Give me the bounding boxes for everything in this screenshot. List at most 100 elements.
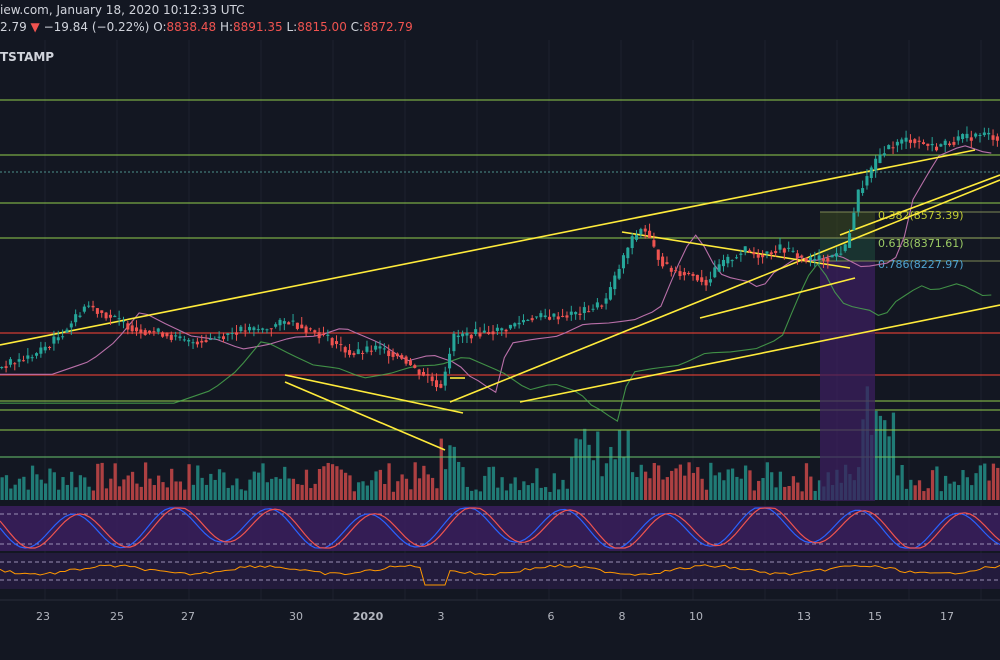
candle-body [904, 137, 908, 142]
volume-bar [878, 415, 883, 500]
volume-bar [970, 485, 974, 500]
candle-body [108, 314, 112, 318]
candle [756, 249, 760, 265]
candle-body [335, 341, 339, 345]
volume-bar [613, 459, 617, 500]
volume-bar [174, 481, 178, 500]
candle [348, 343, 352, 358]
candle [230, 327, 234, 340]
candle [956, 130, 960, 145]
low-value: 8815.00 [297, 20, 347, 34]
candle [261, 327, 265, 334]
candle [639, 227, 643, 238]
candle-body [465, 332, 469, 336]
candle-body [456, 335, 460, 338]
candle-body [95, 308, 99, 314]
volume-bar [339, 469, 343, 500]
volume-bar [483, 475, 487, 500]
candle-body [487, 332, 491, 334]
candle-body [982, 132, 986, 136]
candle-body [778, 244, 782, 250]
candle-body [313, 330, 317, 333]
candle-body [913, 139, 917, 144]
volume-bar [543, 487, 548, 500]
candle-body [856, 189, 860, 212]
volume-bar [400, 474, 404, 500]
candle [378, 340, 382, 355]
candle [761, 250, 765, 264]
candle [69, 320, 73, 335]
candle-body [539, 313, 543, 318]
volume-bar [396, 481, 400, 500]
volume-bar [991, 463, 996, 500]
candle-body [443, 371, 447, 386]
candle-body [674, 270, 678, 272]
candle-body [800, 255, 804, 257]
x-tick-label: 10 [689, 610, 703, 623]
candle-body [308, 328, 312, 330]
candle-body [726, 256, 730, 264]
trend-line [621, 231, 851, 269]
volume-bar [83, 477, 87, 500]
candle-body [61, 336, 65, 338]
volume-bar [343, 472, 348, 500]
candle-body [182, 339, 186, 341]
volume-bar [35, 474, 39, 500]
volume-bar [352, 491, 356, 500]
volume-bar [139, 486, 143, 500]
volume-bar [461, 467, 465, 500]
volume-bar [278, 478, 283, 500]
candle-body [408, 360, 412, 366]
candle [539, 310, 543, 321]
fib-retracement: 0.382(8573.39)0.618(8371.61)0.786(8227.9… [820, 209, 1000, 501]
candle-body [761, 254, 765, 258]
volume-bar [265, 482, 269, 500]
volume-bar [730, 468, 735, 500]
volume-bar [435, 488, 439, 500]
candle-body [708, 279, 712, 283]
candle-body [474, 329, 478, 335]
candle [817, 249, 821, 266]
volume-bar [143, 462, 148, 500]
candle-body [495, 327, 499, 331]
volume-bar [70, 471, 74, 500]
candle [787, 241, 791, 252]
candle [626, 246, 630, 265]
candle-body [704, 279, 708, 286]
candle-body [669, 267, 673, 272]
candle [878, 148, 882, 164]
candle [917, 136, 921, 149]
volume-bar [639, 464, 643, 500]
candle-body [635, 234, 639, 240]
candle-body [213, 338, 217, 340]
candle-body [891, 147, 895, 149]
candle-body [200, 340, 204, 343]
candle-body [35, 353, 39, 356]
candle-body [808, 257, 812, 261]
candle-body [578, 313, 582, 315]
oscillators [0, 506, 1000, 589]
candle [52, 330, 56, 351]
candle-body [582, 307, 586, 314]
candle [174, 331, 178, 341]
candle-body [74, 314, 78, 323]
candle-body [69, 323, 73, 328]
candle-body [995, 136, 999, 141]
candle-body [126, 323, 130, 330]
volume-bar [465, 486, 469, 500]
candle-body [821, 258, 825, 261]
volume-bar [722, 480, 726, 500]
volume-bar [100, 462, 104, 500]
candle [374, 341, 378, 352]
candle [82, 304, 86, 314]
candle [926, 143, 930, 151]
candle [582, 301, 586, 321]
volume-bar [309, 488, 313, 500]
volume-bar [178, 481, 183, 500]
candle-body [52, 336, 56, 344]
candle [8, 357, 12, 368]
volume-bar [404, 478, 409, 500]
x-tick-label: 13 [797, 610, 811, 623]
candle-body [643, 228, 647, 232]
